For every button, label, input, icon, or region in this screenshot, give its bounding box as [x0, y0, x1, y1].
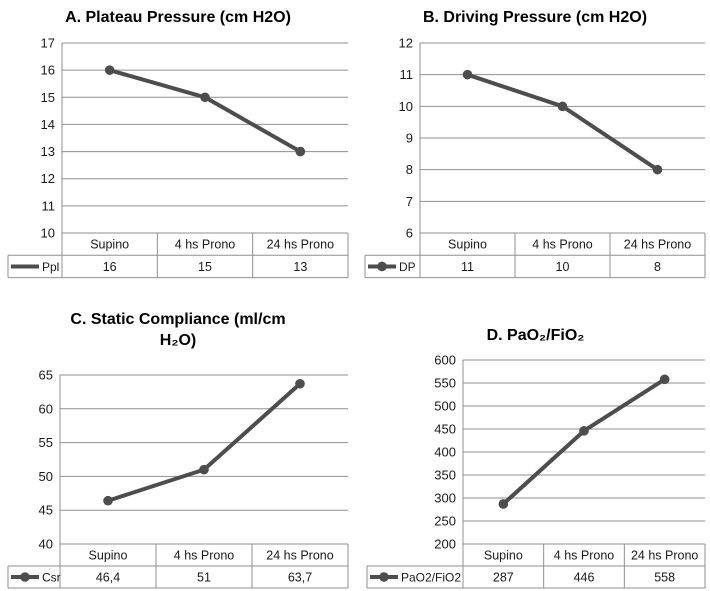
y-tick-label: 12 — [41, 171, 55, 186]
category-label: Supino — [484, 549, 523, 563]
category-label: Supino — [89, 549, 128, 563]
y-tick-label: 50 — [39, 469, 53, 484]
y-tick-label: 45 — [39, 503, 53, 518]
y-tick-label: 16 — [41, 63, 55, 78]
value-cell: 11 — [461, 260, 474, 274]
category-label: Supino — [90, 238, 129, 252]
y-tick-label: 300 — [434, 491, 456, 506]
series-line — [107, 68, 303, 154]
chart-title-b: B. Driving Pressure (cm H2O) — [422, 9, 648, 26]
chart-title-a: A. Plateau Pressure (cm H2O) — [65, 9, 291, 26]
category-label: 4 hs Prono — [174, 549, 235, 563]
legend-label: Ppl — [42, 260, 59, 274]
y-tick-label: 14 — [41, 117, 55, 132]
value-cell: 51 — [197, 571, 211, 585]
y-tick-label: 9 — [406, 131, 413, 146]
y-tick-label: 200 — [434, 537, 456, 552]
y-tick-label: 55 — [39, 435, 53, 450]
y-tick-label: 400 — [434, 445, 456, 460]
category-label: Supino — [448, 238, 487, 252]
legend-key-marker — [20, 572, 30, 582]
y-tick-label: 15 — [41, 90, 55, 105]
y-tick-label: 12 — [399, 36, 413, 51]
chart-panel-b: 12 11 10 9 8 7 6 Supino 4 hs Prono 24 hs Prono 11 1… — [364, 36, 706, 279]
series-line — [501, 377, 667, 506]
chart-title-d: D. PaO₂/FiO₂ — [486, 327, 585, 344]
data-point-marker — [557, 101, 568, 112]
value-cell: 287 — [493, 571, 514, 585]
y-tick-label: 500 — [434, 399, 456, 414]
data-point-marker — [200, 92, 210, 103]
value-cell: 10 — [556, 260, 570, 274]
value-cell: 16 — [103, 260, 117, 274]
y-tick-label: 8 — [406, 162, 413, 177]
chart-panel-d: 600 550 500 450 400 350 300 250 200 Supino 4 hs Pr… — [366, 353, 706, 589]
value-cell: 15 — [198, 260, 212, 274]
data-point-marker — [579, 426, 589, 436]
data-point-marker — [295, 378, 305, 389]
y-tick-label: 450 — [434, 422, 456, 437]
category-label: 4 hs Prono — [532, 238, 593, 252]
y-tick-label: 7 — [406, 194, 413, 209]
y-tick-label: 17 — [41, 36, 55, 51]
legend-label: DP — [399, 260, 416, 274]
data-point-marker — [659, 374, 670, 385]
data-point-marker — [295, 146, 306, 157]
category-label: 24 hs Prono — [267, 238, 334, 252]
value-cell: 46,4 — [96, 571, 120, 585]
y-tick-label: 600 — [434, 353, 456, 368]
data-point-marker — [199, 464, 209, 475]
value-cell: 8 — [654, 260, 661, 274]
y-tick-label: 11 — [400, 67, 414, 82]
y-tick-label: 40 — [39, 537, 53, 552]
value-cell: 13 — [293, 260, 307, 274]
y-tick-label: 60 — [39, 401, 53, 416]
chart-panel-a: 17 16 15 14 13 12 11 10 Supino 4 hs Prono 24 hs Pr… — [7, 36, 349, 279]
y-tick-label: 10 — [41, 226, 55, 241]
category-label: 24 hs Prono — [631, 549, 698, 563]
legend-key-marker — [379, 572, 389, 582]
data-point-marker — [498, 499, 509, 509]
value-cell: 558 — [654, 571, 675, 585]
y-tick-label: 65 — [39, 368, 53, 383]
series-line — [465, 72, 660, 172]
y-tick-label: 350 — [434, 468, 456, 483]
y-tick-label: 550 — [434, 376, 456, 391]
chart-title-c: C. Static Compliance (ml/cm H₂O) — [70, 311, 286, 349]
legend-label: Csr — [42, 571, 61, 585]
category-label: 24 hs Prono — [624, 238, 691, 252]
data-point-marker — [462, 69, 473, 80]
chart-panel-c: 65 60 55 50 45 40 Supino 4 hs Prono 24 hs Prono 4… — [7, 368, 349, 589]
y-tick-label: 6 — [406, 226, 413, 241]
y-tick-label: 10 — [399, 99, 413, 114]
data-point-marker — [103, 495, 113, 506]
category-label: 4 hs Prono — [175, 238, 236, 252]
data-point-marker — [652, 164, 663, 175]
value-cell: 63,7 — [288, 571, 312, 585]
legend-label: PaO2/FiO2 — [401, 571, 461, 585]
y-tick-label: 250 — [434, 514, 456, 529]
value-cell: 446 — [574, 571, 595, 585]
y-tick-label: 13 — [41, 144, 55, 159]
category-label: 4 hs Prono — [554, 549, 615, 563]
category-label: 24 hs Prono — [266, 549, 333, 563]
legend-key-marker — [377, 261, 387, 272]
y-tick-label: 11 — [42, 198, 56, 213]
data-point-marker — [104, 65, 115, 75]
